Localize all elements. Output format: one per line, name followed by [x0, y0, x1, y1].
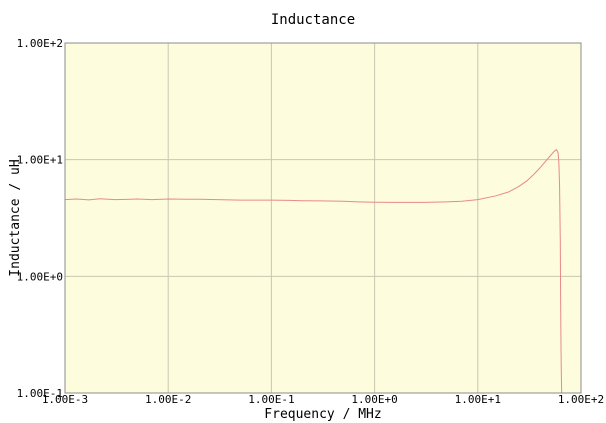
- x-tick-label: 1.00E+2: [558, 393, 604, 406]
- y-tick-label: 1.00E+2: [17, 37, 63, 50]
- series-layer: [64, 148, 563, 394]
- y-tick-label: 1.00E+1: [17, 154, 63, 167]
- x-tick-labels: 1.00E-3 1.00E-2 1.00E-1 1.00E+0 1.00E+1 1.00E…: [42, 393, 604, 406]
- y-tick-label: 1.00E-1: [17, 387, 63, 400]
- y-tick-label: 1.00E+0: [17, 270, 63, 283]
- y-axis-label: Inductance / uH: [8, 159, 23, 276]
- x-tick-label: 1.00E-2: [145, 393, 191, 406]
- series-line: [64, 148, 563, 394]
- plot-frame: [64, 42, 582, 394]
- chart-title: Inductance: [271, 12, 355, 28]
- y-tick-labels: 1.00E-1 1.00E+0 1.00E+1 1.00E+2: [17, 37, 63, 400]
- plot-area: [65, 43, 581, 393]
- x-tick-label: 1.00E-1: [248, 393, 294, 406]
- x-tick-label: 1.00E+0: [351, 393, 397, 406]
- x-tick-label: 1.00E+1: [455, 393, 501, 406]
- x-axis-label: Frequency / MHz: [264, 407, 381, 422]
- x-tick-label: 1.00E-3: [42, 393, 88, 406]
